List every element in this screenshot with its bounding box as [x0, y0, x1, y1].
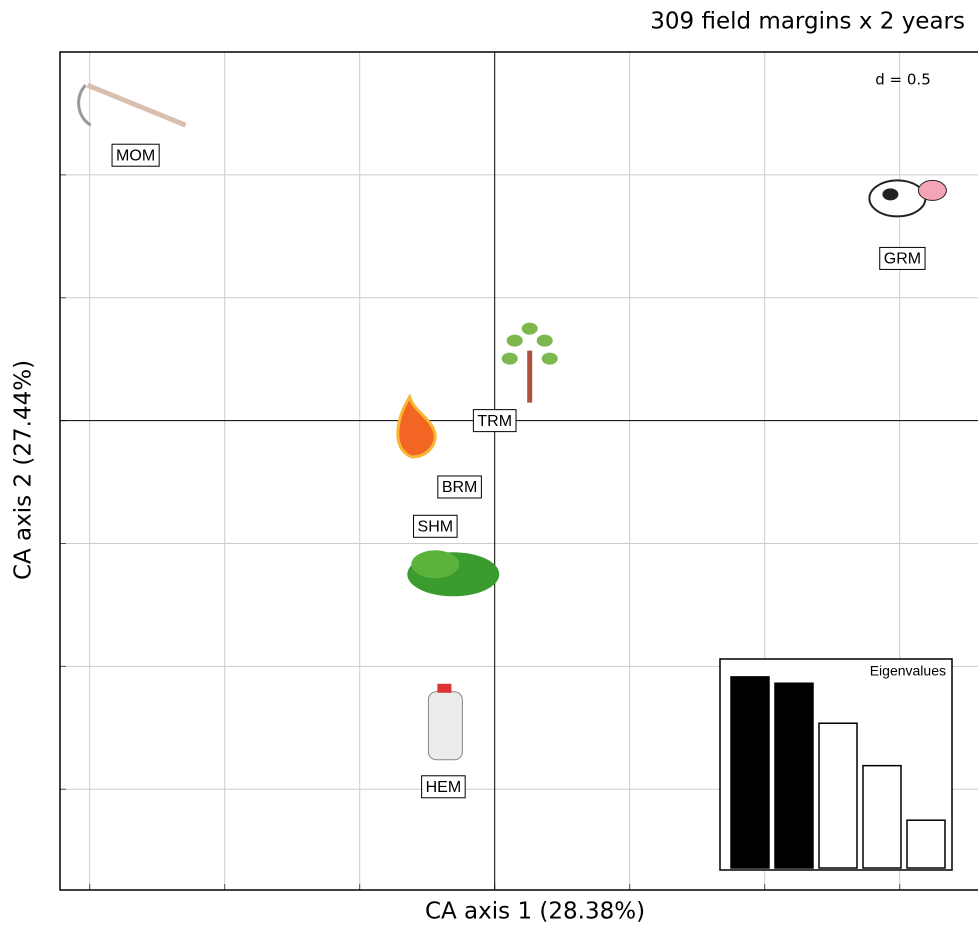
point-label-box [413, 514, 458, 538]
eigen-bar [906, 819, 946, 869]
point-group: GRM [868, 179, 947, 270]
point-label: HEM [426, 779, 462, 796]
eigen-bar [862, 764, 902, 869]
inset-title: Eigenvalues [870, 663, 946, 679]
point-label: MOM [116, 147, 155, 164]
eigen-bar [818, 722, 858, 869]
eigen-bar [774, 682, 814, 869]
point-label-box [437, 475, 482, 499]
icon-cow-nose [917, 179, 947, 201]
point-label-box [421, 775, 466, 799]
y-axis-label: CA axis 2 (27.44%) [11, 360, 37, 580]
annotation: d = 0.5 [875, 71, 930, 89]
point-group: SHM [407, 514, 500, 597]
point-group: TRM [472, 322, 558, 433]
icon-leaf [501, 352, 518, 365]
icon-handle [86, 82, 187, 128]
icon-cow-spot [882, 188, 899, 201]
icon-cow [868, 179, 927, 218]
point-group: HEM [421, 683, 466, 799]
point-label: SHM [418, 519, 454, 536]
point-group: BRM [396, 393, 482, 499]
point-label: GRM [884, 251, 921, 268]
icon-leaf [536, 334, 553, 347]
plot-frame [59, 51, 978, 891]
point-label: TRM [477, 413, 512, 430]
chart-title: 309 field margins x 2 years [650, 9, 965, 35]
icon-bottle [427, 691, 463, 761]
point-group: MOM [77, 82, 187, 167]
eigen-bar [730, 676, 770, 869]
point-label: BRM [442, 479, 478, 496]
point-label-box [879, 246, 926, 270]
icon-bush [411, 550, 460, 579]
icon-bottle-cap [437, 683, 452, 693]
icon-flame [396, 393, 437, 459]
icon-leaf [506, 334, 523, 347]
x-axis-label: CA axis 1 (28.38%) [425, 899, 645, 925]
icon-scythe [77, 84, 92, 127]
point-label-box [472, 409, 517, 433]
point-label-box [111, 143, 160, 167]
icon-leaf [521, 322, 538, 335]
icon-leaf [541, 352, 558, 365]
